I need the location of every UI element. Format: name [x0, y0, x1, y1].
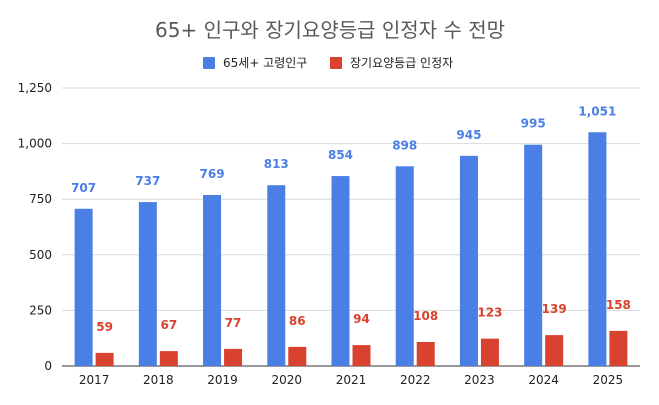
data-label-elderly-population: 707 — [71, 181, 96, 195]
legend-swatch-ltc-recipients — [330, 57, 342, 69]
y-tick-label: 500 — [29, 248, 52, 262]
bar-ltc-recipients — [352, 345, 371, 366]
data-label-elderly-population: 945 — [456, 128, 481, 142]
data-label-elderly-population: 769 — [200, 167, 225, 181]
data-label-ltc-recipients: 59 — [96, 320, 113, 334]
bar-elderly-population — [524, 144, 543, 366]
x-tick-label: 2025 — [593, 373, 624, 387]
data-label-ltc-recipients: 67 — [160, 318, 177, 332]
x-axis-ticks: 2017 2018 2019 2020 2021 2022 2023 2024 2025 — [79, 373, 623, 387]
bar-elderly-population — [267, 185, 286, 366]
bars — [74, 132, 628, 366]
x-tick-label: 2021 — [336, 373, 367, 387]
data-label-elderly-population: 898 — [392, 138, 417, 152]
data-label-ltc-recipients: 86 — [289, 314, 306, 328]
bar-ltc-recipients — [609, 330, 628, 366]
data-label-ltc-recipients: 139 — [542, 302, 567, 316]
data-label-elderly-population: 995 — [521, 117, 546, 131]
bar-ltc-recipients — [480, 338, 499, 366]
data-label-ltc-recipients: 158 — [606, 298, 631, 312]
gridlines — [62, 87, 640, 367]
y-tick-label: 750 — [29, 192, 52, 206]
bar-ltc-recipients — [159, 351, 178, 366]
x-tick-label: 2023 — [464, 373, 495, 387]
bar-elderly-population — [138, 202, 157, 366]
x-tick-label: 2020 — [272, 373, 303, 387]
data-labels: 707 59 737 67 769 77 813 86 854 94 898 108 945 123 995… — [71, 104, 631, 334]
data-label-ltc-recipients: 123 — [477, 306, 502, 320]
legend-label-elderly-population: 65세+ 고령인구 — [223, 56, 307, 70]
bar-elderly-population — [203, 194, 222, 366]
y-tick-label: 250 — [29, 303, 52, 317]
y-tick-label: 0 — [44, 359, 52, 373]
data-label-ltc-recipients: 94 — [353, 312, 370, 326]
x-tick-label: 2018 — [143, 373, 174, 387]
data-label-ltc-recipients: 77 — [225, 316, 242, 330]
x-tick-label: 2024 — [528, 373, 559, 387]
bar-elderly-population — [331, 176, 350, 366]
data-label-elderly-population: 813 — [264, 157, 289, 171]
bar-elderly-population — [588, 132, 607, 366]
legend: 65세+ 고령인구 장기요양등급 인정자 — [203, 56, 453, 70]
bar-ltc-recipients — [224, 348, 243, 366]
data-label-elderly-population: 1,051 — [578, 104, 616, 118]
bar-ltc-recipients — [545, 335, 564, 366]
bar-ltc-recipients — [95, 352, 114, 366]
bar-elderly-population — [395, 166, 414, 366]
y-axis-ticks: 0 250 500 750 1,000 1,250 — [18, 81, 52, 373]
bar-elderly-population — [459, 155, 478, 366]
x-tick-label: 2022 — [400, 373, 431, 387]
bar-ltc-recipients — [288, 346, 307, 366]
y-tick-label: 1,000 — [18, 137, 52, 151]
x-tick-label: 2019 — [207, 373, 238, 387]
data-label-ltc-recipients: 108 — [413, 309, 438, 323]
legend-swatch-elderly-population — [203, 57, 215, 69]
data-label-elderly-population: 737 — [135, 174, 160, 188]
chart-title: 65+ 인구와 장기요양등급 인정자 수 전망 — [155, 18, 505, 42]
x-tick-label: 2017 — [79, 373, 110, 387]
y-tick-label: 1,250 — [18, 81, 52, 95]
legend-label-ltc-recipients: 장기요양등급 인정자 — [350, 56, 453, 70]
bar-ltc-recipients — [416, 341, 435, 366]
data-label-elderly-population: 854 — [328, 148, 353, 162]
bar-elderly-population — [74, 208, 93, 366]
